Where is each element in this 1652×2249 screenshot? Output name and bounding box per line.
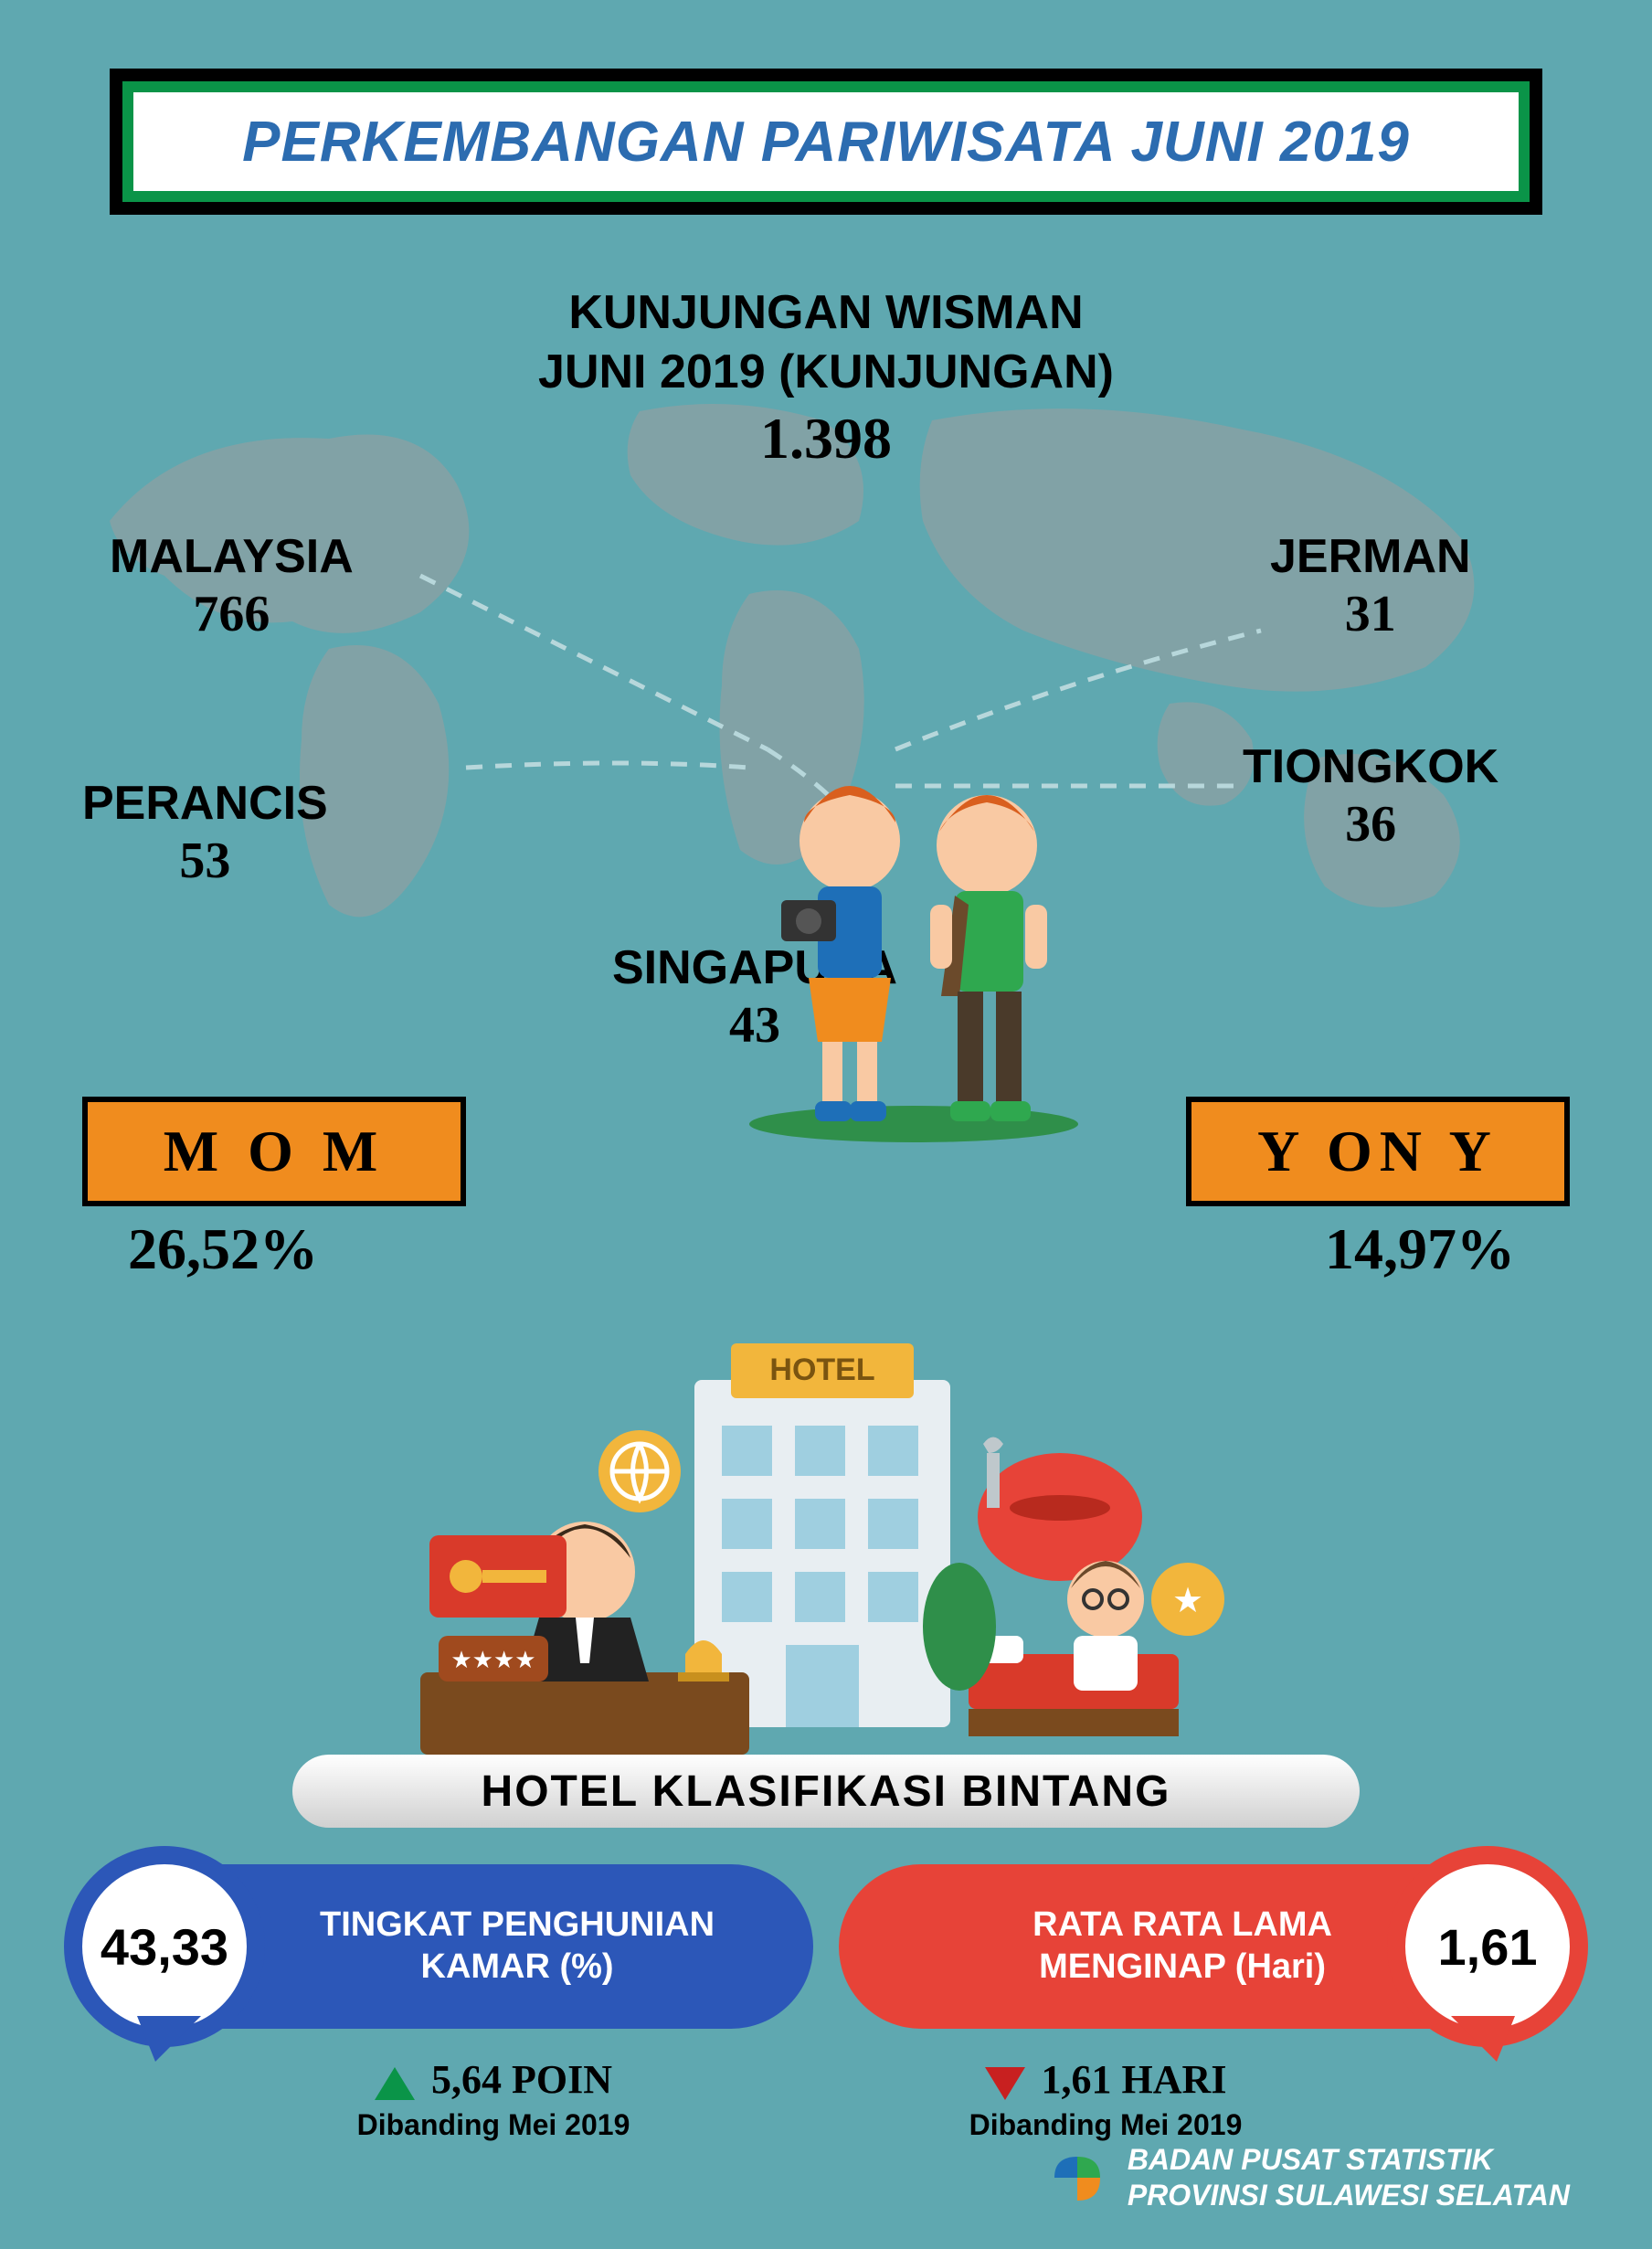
country-malaysia: MALAYSIA 766 [110,530,354,643]
svg-text:★★★★: ★★★★ [450,1647,535,1673]
yony-box: Y ON Y [1186,1097,1570,1206]
yony-percent: 14,97% [1325,1215,1515,1283]
stay-compare: Dibanding Mei 2019 [877,2108,1334,2142]
country-name: TIONGKOK [1243,740,1498,793]
country-jerman: JERMAN 31 [1270,530,1471,643]
map-total: 1.398 [760,406,892,471]
map-heading-line2: JUNI 2019 (KUNJUNGAN) [538,345,1114,398]
tourists-icon [731,759,1096,1142]
footer: BADAN PUSAT STATISTIK PROVINSI SULAWESI … [1045,2142,1570,2212]
country-name: MALAYSIA [110,530,354,583]
triangle-up-icon [375,2067,415,2100]
mom-percent: 26,52% [128,1215,318,1283]
occupancy-delta: 5,64 POIN Dibanding Mei 2019 [265,2056,722,2142]
page-title: PERKEMBANGAN PARIWISATA JUNI 2019 [133,92,1519,191]
yony-label: Y ON Y [1257,1118,1498,1185]
stay-delta: 1,61 HARI Dibanding Mei 2019 [877,2056,1334,2142]
bps-logo-icon [1045,2146,1109,2210]
svg-text:★: ★ [1172,1582,1203,1620]
occupancy-bubble: 43,33 TINGKAT PENGHUNIAN KAMAR (%) [82,1864,813,2029]
hotel-banner: HOTEL KLASIFIKASI BINTANG [292,1755,1360,1828]
title-frame: PERKEMBANGAN PARIWISATA JUNI 2019 [110,69,1542,215]
bubble-tail-icon [137,2016,201,2062]
country-tiongkok: TIONGKOK 36 [1243,740,1498,854]
hotel-icon: HOTEL ★★★★ ★ [256,1325,1396,1800]
country-value: 53 [82,832,328,890]
map-heading: KUNJUNGAN WISMAN JUNI 2019 (KUNJUNGAN) 1… [73,283,1579,475]
footer-text: BADAN PUSAT STATISTIK PROVINSI SULAWESI … [1128,2142,1570,2212]
country-value: 31 [1270,585,1471,643]
country-name: PERANCIS [82,777,328,830]
triangle-down-icon [985,2067,1025,2100]
country-value: 766 [110,585,354,643]
bubble-tail-icon [1451,2016,1515,2062]
occupancy-label: TINGKAT PENGHUNIAN KAMAR (%) [320,1904,715,1988]
hotel-banner-label: HOTEL KLASIFIKASI BINTANG [482,1766,1171,1817]
map-heading-line1: KUNJUNGAN WISMAN [568,286,1083,339]
svg-text:HOTEL: HOTEL [769,1353,874,1387]
mom-label: M O M [164,1118,386,1185]
mom-box: M O M [82,1097,466,1206]
country-value: 36 [1243,795,1498,854]
country-perancis: PERANCIS 53 [82,777,328,890]
country-name: JERMAN [1270,530,1471,583]
map-section: KUNJUNGAN WISMAN JUNI 2019 (KUNJUNGAN) 1… [73,283,1579,1051]
stay-label: RATA RATA LAMA MENGINAP (Hari) [1032,1904,1332,1988]
occupancy-compare: Dibanding Mei 2019 [265,2108,722,2142]
stay-bubble: RATA RATA LAMA MENGINAP (Hari) 1,61 [839,1864,1570,2029]
